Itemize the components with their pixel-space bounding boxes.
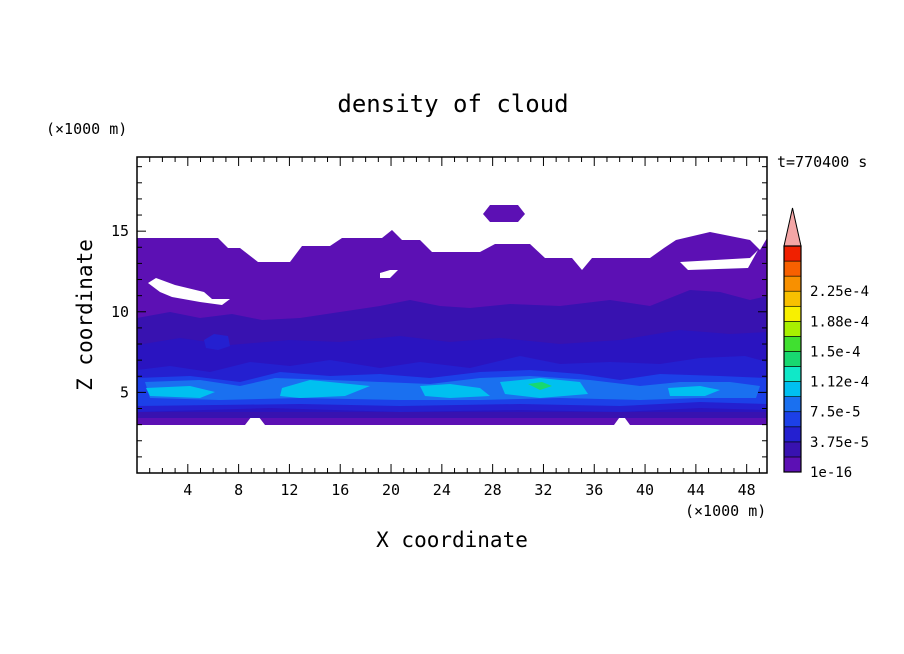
colorbar-swatch bbox=[783, 245, 802, 262]
no-cloud-hole-mid bbox=[380, 270, 398, 278]
y-tick-label: 15 bbox=[111, 222, 129, 240]
contour-level-0-patch bbox=[483, 205, 525, 222]
contour-level-5-a bbox=[146, 386, 215, 398]
colorbar-swatch bbox=[783, 411, 802, 428]
colorbar-swatch bbox=[783, 260, 802, 277]
y-unit-label: (×1000 m) bbox=[46, 120, 127, 138]
chart-title: density of cloud bbox=[337, 90, 568, 118]
time-label: t=770400 s bbox=[777, 153, 867, 171]
colorbar-swatch bbox=[783, 426, 802, 443]
x-ticks: 4 8 12 16 20 24 28 32 36 40 44 48 bbox=[149, 157, 760, 499]
x-tick-label: 12 bbox=[280, 481, 298, 499]
colorbar-swatch bbox=[783, 321, 802, 337]
y-tick-label: 10 bbox=[111, 303, 129, 321]
x-tick-label: 32 bbox=[534, 481, 552, 499]
contour-level-5-b bbox=[280, 380, 370, 398]
colorbar-swatch bbox=[783, 336, 802, 352]
x-tick-label: 36 bbox=[585, 481, 603, 499]
colorbar-label: 1.5e-4 bbox=[810, 344, 861, 360]
x-tick-label: 24 bbox=[433, 481, 451, 499]
no-cloud-hole-right bbox=[680, 250, 758, 270]
x-tick-label: 8 bbox=[234, 481, 243, 499]
x-tick-label: 28 bbox=[484, 481, 502, 499]
colorbar-frame bbox=[783, 245, 802, 473]
colorbar-label: 7.5e-5 bbox=[810, 405, 861, 421]
x-tick-label: 16 bbox=[331, 481, 349, 499]
colorbar-label: 2.25e-4 bbox=[810, 284, 869, 300]
plot-area bbox=[137, 157, 767, 473]
colorbar-swatch bbox=[783, 351, 802, 367]
x-axis-label: X coordinate bbox=[376, 528, 528, 552]
y-tick-label: 5 bbox=[120, 383, 129, 401]
x-tick-label: 4 bbox=[183, 481, 192, 499]
colorbar-swatch bbox=[783, 396, 802, 413]
x-unit-label: (×1000 m) bbox=[685, 502, 766, 520]
colorbar-swatch bbox=[783, 290, 802, 307]
colorbar-swatch bbox=[783, 456, 802, 473]
colorbar-swatch bbox=[783, 366, 802, 382]
x-tick-label: 44 bbox=[687, 481, 705, 499]
x-tick-label: 48 bbox=[738, 481, 756, 499]
plot-frame bbox=[136, 156, 768, 474]
no-cloud-hole-left bbox=[148, 278, 230, 305]
colorbar-label: 3.75e-5 bbox=[810, 435, 869, 451]
contour-level-5-c bbox=[420, 384, 490, 398]
x-tick-label: 40 bbox=[636, 481, 654, 499]
colorbar-swatch bbox=[783, 381, 802, 397]
colorbar-swatch bbox=[783, 441, 802, 458]
contour-level-2-patch bbox=[204, 334, 230, 350]
x-tick-label: 20 bbox=[382, 481, 400, 499]
colorbar: 1e-16 3.75e-5 7.5e-5 1.12e-4 1.5e-4 1.88e-4 2.… bbox=[783, 207, 869, 481]
contour-level-6-peak bbox=[528, 382, 552, 390]
colorbar-over-arrow bbox=[783, 207, 802, 247]
colorbar-label: 1e-16 bbox=[810, 465, 852, 481]
colorbar-swatch bbox=[783, 275, 802, 292]
contour-level-5-e bbox=[668, 386, 720, 396]
colorbar-label: 1.12e-4 bbox=[810, 375, 869, 391]
colorbar-swatch bbox=[783, 305, 802, 322]
y-ticks: 5 10 15 bbox=[111, 166, 767, 458]
colorbar-label: 1.88e-4 bbox=[810, 314, 869, 330]
y-axis-label: Z coordinate bbox=[73, 239, 97, 391]
